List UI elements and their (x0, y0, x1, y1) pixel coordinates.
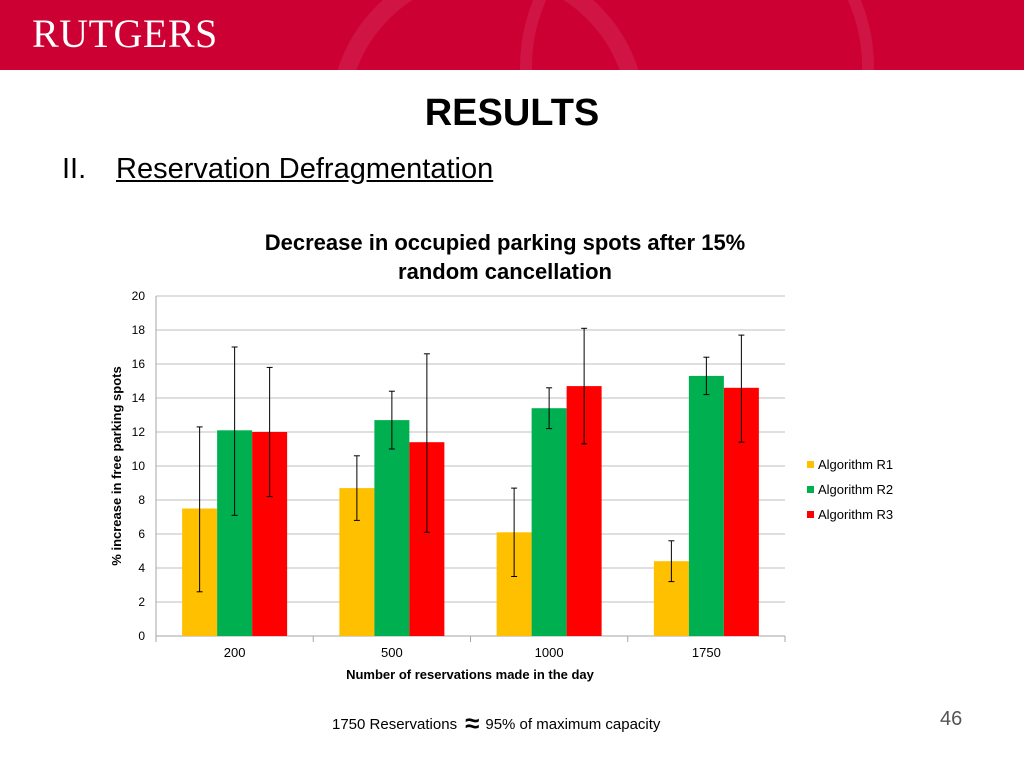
approx-symbol: ≈ (465, 708, 480, 738)
bars (182, 375, 759, 636)
y-tick-label-0: 0 (138, 629, 145, 643)
chart-title-line-2: random cancellation (398, 259, 612, 284)
y-tick-label-2: 2 (138, 595, 145, 609)
x-axis-label: Number of reservations made in the day (346, 667, 595, 682)
legend-swatch-2 (807, 511, 814, 518)
y-tick-label-18: 18 (132, 323, 146, 337)
y-tick-label-14: 14 (132, 391, 146, 405)
slide-title: RESULTS (424, 92, 600, 134)
section-number: II. (62, 153, 87, 185)
x-tick-label-500: 500 (381, 645, 403, 660)
legend-label-1: Algorithm R2 (818, 482, 893, 497)
y-tick-label-16: 16 (132, 357, 146, 371)
section-title: Reservation Defragmentation (116, 153, 494, 185)
y-tick-label-20: 20 (132, 289, 146, 303)
y-tick-label-8: 8 (138, 493, 145, 507)
legend-swatch-1 (807, 486, 814, 493)
y-axis-label: % increase in free parking spots (109, 366, 124, 565)
rutgers-logo: RUTGERS (32, 11, 218, 56)
legend-label-2: Algorithm R3 (818, 507, 893, 522)
header-banner: RUTGERS (0, 0, 1024, 70)
y-tick-label-12: 12 (132, 425, 146, 439)
x-tick-label-200: 200 (224, 645, 246, 660)
x-tick-label-1000: 1000 (535, 645, 564, 660)
legend-swatch-0 (807, 461, 814, 468)
footnote-left: 1750 Reservations (332, 716, 458, 733)
footnote: 1750 Reservations ≈95% of maximum capacit… (332, 708, 660, 739)
y-tick-label-6: 6 (138, 527, 145, 541)
x-tick-label-1750: 1750 (692, 645, 721, 660)
page-number: 46 (940, 708, 963, 730)
legend: Algorithm R1 Algorithm R2 Algorithm R3 (807, 457, 893, 522)
bar-algorithm-r2-1000 (531, 408, 567, 636)
bar-algorithm-r2-500 (374, 420, 410, 636)
y-tick-label-10: 10 (132, 459, 146, 473)
error-bars (196, 327, 745, 593)
tick-labels: 0 2 4 6 8 10 12 14 16 18 20 200 500 1000 1750 (132, 289, 721, 660)
footnote-right: 95% of maximum capacity (485, 716, 661, 733)
chart-title-line-1: Decrease in occupied parking spots after… (265, 230, 746, 255)
section-heading: II. Reservation Defragmentation (62, 153, 493, 186)
legend-label-0: Algorithm R1 (818, 457, 893, 472)
y-tick-label-4: 4 (138, 561, 145, 575)
bar-algorithm-r2-1750 (688, 375, 724, 636)
